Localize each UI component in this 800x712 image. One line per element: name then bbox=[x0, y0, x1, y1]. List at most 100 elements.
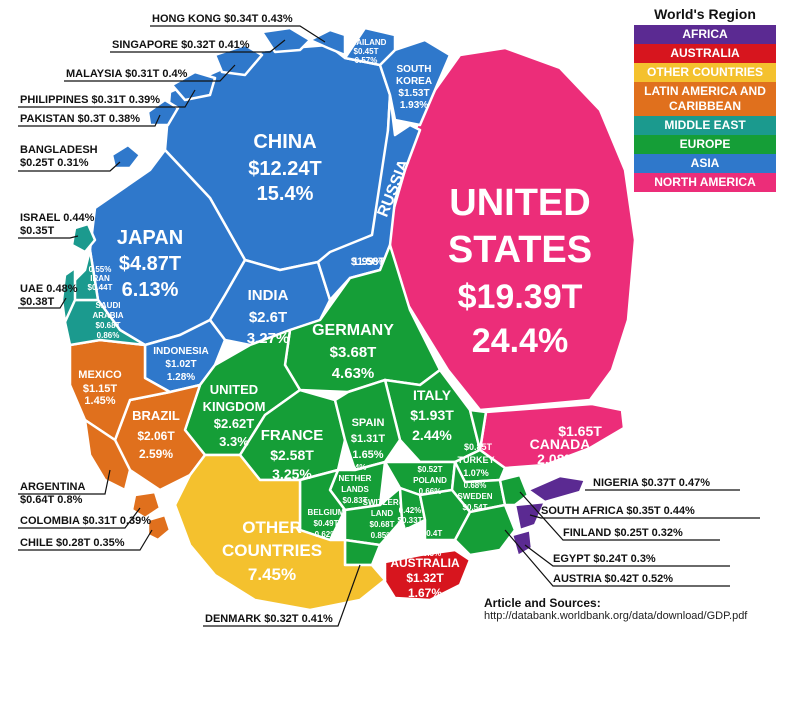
cell-spain bbox=[333, 378, 402, 472]
legend-item-australia: AUSTRALIA bbox=[634, 44, 776, 63]
label-saudi-arabia-1: ARABIA bbox=[92, 311, 123, 320]
label-netherlands-0: 1.04% bbox=[344, 463, 367, 472]
cell-finland bbox=[498, 473, 530, 507]
label-philippines-0: PHILIPPINES $0.31T 0.39% bbox=[20, 94, 160, 106]
label-united-kingdom-3: 3.3% bbox=[219, 434, 249, 449]
cell-austria bbox=[453, 503, 517, 557]
cell-thailand bbox=[343, 26, 397, 67]
label-argentina-1: $0.64T 0.8% bbox=[20, 494, 83, 506]
cell-philippines bbox=[170, 70, 217, 102]
label-switzerland-1: LAND bbox=[371, 509, 393, 518]
label-bangladesh-1: $0.25T 0.31% bbox=[20, 157, 89, 169]
legend-item-asia: ASIA bbox=[634, 154, 776, 173]
label-germany-2: 4.63% bbox=[332, 365, 375, 382]
label-hong-kong-0: HONG KONG $0.34T 0.43% bbox=[152, 13, 293, 25]
label-belgium-1: $0.49T bbox=[314, 519, 339, 528]
label-brazil-0: BRAZIL bbox=[132, 408, 180, 423]
label-brazil-1: $2.06T bbox=[137, 429, 175, 443]
label-switzerland-0: SWITZER- bbox=[363, 498, 402, 507]
cell-iran bbox=[68, 248, 100, 302]
legend: World's Region AFRICA AUSTRALIA OTHER COUN… bbox=[634, 6, 776, 192]
cell-other-countries bbox=[173, 453, 387, 612]
legend-item-north-america: NORTH AMERICA bbox=[634, 173, 776, 192]
leader-pakistan bbox=[18, 114, 161, 127]
label-australia-1: $1.32T bbox=[406, 571, 444, 585]
leader-chile bbox=[18, 529, 153, 551]
label-brazil-2: 2.59% bbox=[139, 447, 173, 461]
label-australia-0: AUSTRALIA bbox=[390, 556, 460, 570]
label-poland-0: $0.52T bbox=[418, 465, 443, 474]
label-china-2: 15.4% bbox=[257, 183, 314, 205]
label-austria-0: AUSTRIA $0.42T 0.52% bbox=[553, 573, 673, 585]
sources: Article and Sources: http://databank.wor… bbox=[484, 596, 784, 622]
label-sweden-1: SWEDEN bbox=[457, 492, 492, 501]
cell-ireland bbox=[398, 486, 427, 532]
label-nigeria-0: NIGERIA $0.37T 0.47% bbox=[593, 477, 710, 489]
legend-item-europe: EUROPE bbox=[634, 135, 776, 154]
label-russia-2: 1.99% bbox=[352, 256, 383, 268]
label-denmark-0: DENMARK $0.32T 0.41% bbox=[205, 613, 333, 625]
leader-egypt bbox=[524, 544, 730, 567]
label-malaysia-0: MALAYSIA $0.31T 0.4% bbox=[66, 68, 188, 80]
label-mexico-0: MEXICO bbox=[78, 369, 122, 381]
label-south-korea-0: SOUTH bbox=[397, 64, 432, 75]
label-norway-1: NORWAY bbox=[414, 539, 450, 548]
cell-denmark bbox=[343, 538, 382, 567]
label-china-1: $12.24T bbox=[248, 158, 321, 180]
cell-south-africa bbox=[513, 500, 547, 532]
label-united-states-1: STATES bbox=[448, 229, 592, 271]
label-united-kingdom-0: UNITED bbox=[210, 382, 258, 397]
label-singapore-0: SINGAPORE $0.32T 0.41% bbox=[112, 39, 250, 51]
cell-singapore bbox=[260, 26, 312, 54]
label-indonesia-2: 1.28% bbox=[167, 372, 195, 383]
cell-chile bbox=[146, 513, 172, 542]
cell-pakistan bbox=[146, 98, 180, 127]
leader-hong-kong bbox=[150, 25, 326, 43]
label-netherlands-2: LANDS bbox=[341, 485, 369, 494]
label-sweden-2: $0.54T bbox=[463, 503, 488, 512]
leader-south-africa bbox=[529, 514, 760, 519]
label-mexico-2: 1.45% bbox=[84, 395, 115, 407]
label-poland-2: 0.66% bbox=[419, 487, 442, 496]
label-colombia-0: COLOMBIA $0.31T 0.39% bbox=[20, 515, 151, 527]
label-saudi-arabia-2: $0.68T bbox=[96, 321, 121, 330]
cell-israel bbox=[70, 222, 97, 254]
label-switzerland-3: 0.85% bbox=[371, 531, 394, 540]
cell-labels: UNITED STATES $19.39T 24.4% $1.65TCANADA2.08… bbox=[78, 38, 602, 600]
label-italy-1: $1.93T bbox=[410, 407, 454, 423]
label-uae-1: $0.38T bbox=[20, 296, 55, 308]
label-india-0: INDIA bbox=[248, 287, 289, 304]
label-iran-2: $0.44T bbox=[88, 283, 113, 292]
label-israel-1: $0.35T bbox=[20, 225, 55, 237]
cell-saudi-arabia bbox=[63, 298, 147, 347]
leader-philippines bbox=[18, 89, 196, 108]
label-indonesia-1: $1.02T bbox=[165, 359, 196, 370]
label-spain-1: $1.31T bbox=[351, 433, 386, 445]
label-belgium-2: 0.62% bbox=[315, 530, 338, 539]
label-united-kingdom-2: $2.62T bbox=[214, 416, 255, 431]
label-russia-1: $1.58T bbox=[351, 256, 386, 268]
label-egypt-0: EGYPT $0.24T 0.3% bbox=[553, 553, 656, 565]
label-south-korea-3: 1.93% bbox=[400, 100, 428, 111]
label-iran-0: 0.55% bbox=[89, 265, 112, 274]
label-israel-0: ISRAEL 0.44% bbox=[20, 212, 95, 224]
label-japan-1: $4.87T bbox=[119, 253, 181, 275]
label-germany-0: GERMANY bbox=[312, 322, 394, 339]
cell-bangladesh bbox=[110, 143, 142, 170]
label-finland-0: FINLAND $0.25T 0.32% bbox=[563, 527, 683, 539]
label-india-1: $2.6T bbox=[249, 309, 287, 326]
label-mexico-1: $1.15T bbox=[83, 383, 118, 395]
label-italy-2: 2.44% bbox=[412, 427, 452, 443]
leader-singapore bbox=[110, 39, 286, 53]
cell-uae bbox=[60, 266, 77, 324]
label-iran-1: IRAN bbox=[90, 274, 110, 283]
label-germany-1: $3.68T bbox=[330, 344, 377, 361]
label-canada-1: CANADA bbox=[530, 436, 591, 452]
cell-australia bbox=[383, 548, 472, 602]
label-turkey-0: $0.85T bbox=[464, 442, 493, 452]
label-spain-0: SPAIN bbox=[352, 417, 385, 429]
label-netherlands-1: NETHER bbox=[339, 474, 372, 483]
label-norway-0: $0.4T bbox=[422, 529, 443, 538]
